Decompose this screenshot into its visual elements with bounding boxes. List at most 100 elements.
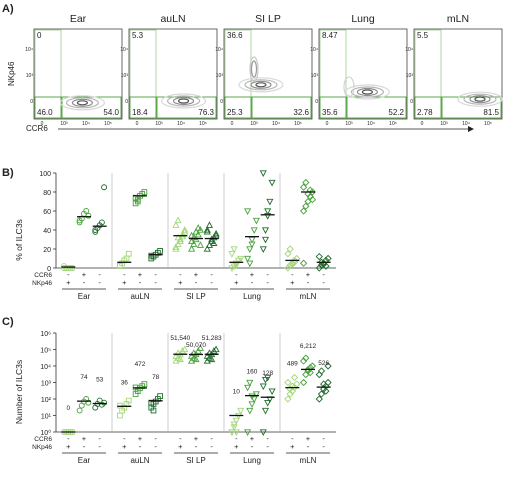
group-label: auLN xyxy=(130,292,149,301)
panel-c: C) Number of ILC3s 10⁰ 10¹ 10² 10³ 10⁴ 10⁵ 10⁶… xyxy=(2,316,336,465)
nkp46-sign: - xyxy=(139,278,142,287)
y-tick-label: 10⁰ xyxy=(40,429,51,437)
quadrant-lower-right-value: 81.5 xyxy=(483,108,499,117)
count-label: 51,540 xyxy=(170,335,190,342)
data-point xyxy=(157,248,163,254)
nkp46-sign: + xyxy=(66,442,71,451)
y-tick-label: 20 xyxy=(43,247,51,254)
ccr6-sign: - xyxy=(67,434,70,443)
data-point xyxy=(248,241,256,249)
count-label: 128 xyxy=(262,370,273,377)
flow-plot-auln: auLN 10⁴ 10³ 0 0 10³ 10⁴ 10⁵ 5.3 18.4 76.3 xyxy=(120,13,218,127)
data-point xyxy=(232,417,240,425)
data-point xyxy=(212,229,220,237)
flow-plot-title: Lung xyxy=(351,13,375,25)
nkp46-sign: - xyxy=(266,442,269,451)
count-label: 51,283 xyxy=(202,335,222,342)
quadrant-upper-left-value: 5.5 xyxy=(417,31,429,40)
quadrant-lower-right-value: 52.2 xyxy=(388,108,404,117)
ccr6-axis-arrowhead xyxy=(468,126,474,132)
data-point xyxy=(286,390,294,398)
group-label: mLN xyxy=(300,456,317,465)
ccr6-sign: - xyxy=(322,434,325,443)
data-point xyxy=(141,381,148,387)
data-point xyxy=(259,429,267,436)
ccr6-sign: - xyxy=(154,270,157,279)
nkp46-sign: - xyxy=(322,442,325,451)
gate-lower-left xyxy=(129,96,157,119)
y-tick-label: 10⁶ xyxy=(40,331,51,338)
data-point xyxy=(324,254,332,263)
panel-a: A) NKp46 CCR6 Ear 10⁴ 10³ 0 0 10³ 10⁴ 10⁵ 0 46.0 5… xyxy=(2,3,503,133)
quadrant-lower-right-value: 54.0 xyxy=(103,108,119,117)
nkp46-sign: - xyxy=(98,442,101,451)
quadrant-lower-left-value: 46.0 xyxy=(37,108,53,117)
data-point xyxy=(286,245,294,253)
data-point xyxy=(261,236,270,244)
flow-plot-ear: Ear 10⁴ 10³ 0 0 10³ 10⁴ 10⁵ 0 46.0 54.0 xyxy=(25,13,123,127)
data-point xyxy=(196,344,204,351)
nkp46-sign: - xyxy=(154,278,157,287)
quadrant-upper-left-value: 0 xyxy=(37,31,42,40)
data-point xyxy=(232,260,240,268)
data-point xyxy=(157,393,163,399)
ccr6-sign: + xyxy=(82,434,87,443)
data-point xyxy=(188,237,196,245)
ccr6-sign: - xyxy=(235,434,238,443)
data-point xyxy=(306,193,314,201)
data-point xyxy=(230,424,238,431)
count-label: 0 xyxy=(67,405,71,412)
data-point xyxy=(252,217,260,225)
nkp46-sign: - xyxy=(195,278,198,287)
density-contour xyxy=(474,96,486,102)
data-point xyxy=(85,399,92,406)
flow-x-tick-label: 10³ xyxy=(60,121,68,127)
data-point xyxy=(284,250,292,258)
ccr6-sign: + xyxy=(194,270,199,279)
data-point xyxy=(248,401,256,408)
group-label: Ear xyxy=(78,292,91,301)
data-point xyxy=(98,219,105,226)
data-point xyxy=(232,262,240,270)
row-label-nkp46: NKp46 xyxy=(32,280,52,287)
flow-x-tick-label: 0 xyxy=(231,121,234,127)
data-point xyxy=(308,188,317,196)
count-label: 160 xyxy=(247,369,258,376)
density-contour xyxy=(244,79,278,91)
ccr6-sign: - xyxy=(291,270,294,279)
data-point xyxy=(176,355,184,363)
group-label: Lung xyxy=(243,456,261,465)
data-point xyxy=(284,395,292,403)
nkp46-sign: - xyxy=(251,442,254,451)
nkp46-sign: - xyxy=(251,278,254,287)
data-point xyxy=(117,402,123,409)
nkp46-sign: - xyxy=(322,278,325,287)
data-point xyxy=(230,421,238,429)
ccr6-sign: + xyxy=(250,434,255,443)
flow-x-tick-label: 10³ xyxy=(440,121,448,127)
y-tick-label: 60 xyxy=(43,209,51,216)
data-point xyxy=(172,221,180,228)
data-point xyxy=(248,236,256,244)
quadrant-upper-left-value: 8.47 xyxy=(322,31,338,40)
data-point xyxy=(261,227,270,234)
ccr6-sign: + xyxy=(250,270,255,279)
flow-y-tick-label: 10⁴ xyxy=(25,47,33,53)
data-point xyxy=(205,221,214,228)
data-point xyxy=(67,265,74,271)
density-contour xyxy=(250,80,272,89)
density-contour xyxy=(250,60,258,78)
flow-plots: Ear 10⁴ 10³ 0 0 10³ 10⁴ 10⁵ 0 46.0 54.0 auLN 10⁴ 10³ 0… xyxy=(25,13,503,127)
nkp46-sign: + xyxy=(178,278,183,287)
flow-x-tick-label: 0 xyxy=(421,121,424,127)
density-contour xyxy=(71,98,94,107)
data-point xyxy=(322,262,330,270)
data-point xyxy=(188,245,196,252)
flow-plot-title: mLN xyxy=(447,13,469,25)
flow-y-tick-label: 0 xyxy=(125,99,128,105)
data-point xyxy=(244,384,252,392)
data-point xyxy=(244,208,252,215)
data-point xyxy=(125,250,132,257)
data-point xyxy=(208,355,216,363)
nkp46-sign: + xyxy=(178,442,183,451)
